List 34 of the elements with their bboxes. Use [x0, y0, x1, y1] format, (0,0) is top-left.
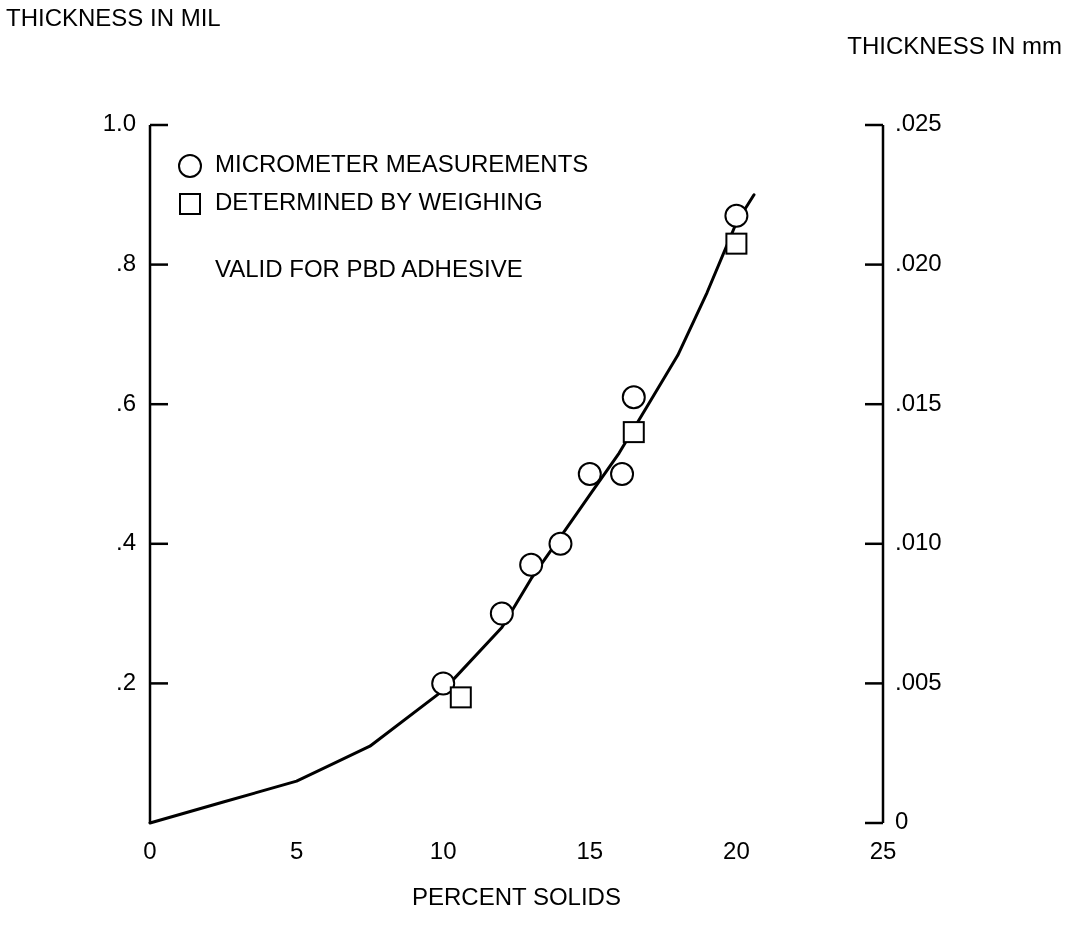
legend-label: MICROMETER MEASUREMENTS: [215, 150, 589, 178]
y-tick-label: 1.0: [102, 109, 136, 137]
y2-tick-label: .005: [895, 667, 942, 695]
x-tick-label: 20: [723, 837, 750, 864]
x-tick-label: 15: [576, 837, 604, 864]
point: [622, 421, 645, 444]
point: [724, 203, 749, 228]
y2-tick-label: .025: [895, 109, 942, 137]
y-tick-label: .6: [115, 388, 136, 416]
point: [577, 462, 602, 486]
x-tick-label: 25: [869, 837, 897, 864]
x-axis-title: PERCENT SOLIDS: [412, 883, 621, 910]
point: [621, 385, 646, 410]
y2-tick-label: .020: [895, 248, 942, 276]
point: [725, 232, 748, 255]
y-tick-label: .8: [115, 248, 136, 276]
point: [449, 686, 472, 709]
point: [519, 552, 544, 577]
y-tick-label: .4: [115, 528, 136, 556]
y2-tick-label: .010: [895, 528, 942, 556]
x-tick-label: 10: [429, 837, 457, 864]
legend-label: DETERMINED BY WEIGHING: [215, 188, 543, 216]
point: [610, 462, 635, 486]
x-tick-label: 5: [289, 837, 304, 864]
y2-tick-label: 0: [895, 807, 909, 835]
y2-axis-title: THICKNESS IN mm: [847, 32, 1062, 59]
point: [431, 671, 456, 696]
point: [489, 601, 514, 626]
y-tick-label: .2: [115, 667, 136, 695]
point: [548, 531, 573, 556]
y2-tick-label: .015: [895, 388, 942, 416]
x-tick-label: 0: [143, 837, 157, 864]
annotation: VALID FOR PBD ADHESIVE: [215, 255, 523, 283]
y-axis-title: THICKNESS IN MIL: [6, 4, 221, 31]
